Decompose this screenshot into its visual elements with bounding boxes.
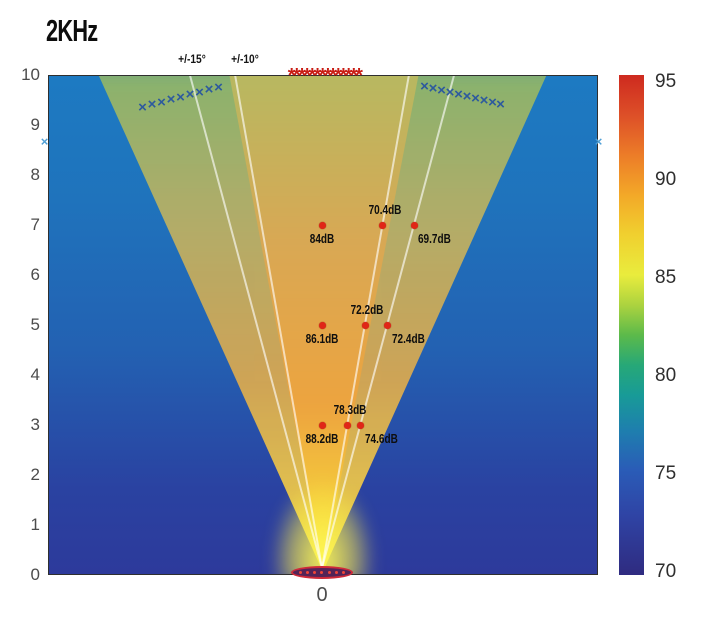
x-marker: ×	[471, 90, 480, 107]
spl-point-label: 84dB	[309, 232, 335, 246]
x-marker: ×	[437, 82, 446, 99]
x-marker: ×	[420, 78, 429, 95]
y-tick-label: 0	[30, 565, 40, 584]
x-marker: ×	[195, 83, 204, 101]
x-marker: ×	[204, 81, 214, 98]
spl-point-dot	[384, 321, 392, 329]
y-tick-label: 6	[30, 265, 40, 284]
spl-point-label: 88.2dB	[305, 432, 339, 446]
y-tick-label: 3	[30, 415, 40, 434]
x-marker: ×	[157, 93, 166, 111]
colorbar-tick-label: 70	[655, 561, 677, 582]
x-marker: ×	[428, 80, 438, 97]
angle-label: +/-15°	[178, 52, 206, 66]
y-tick-label: 5	[30, 315, 40, 334]
x-marker: ×	[214, 78, 223, 96]
speaker-array-dot	[334, 571, 338, 574]
speaker-array-dot	[320, 571, 324, 574]
y-tick-label: 8	[30, 165, 40, 184]
colorbar-tick-label: 95	[655, 71, 677, 92]
x-tick-label: 0	[316, 584, 328, 606]
spl-point-label: 74.6dB	[364, 432, 398, 446]
spl-point-dot	[318, 321, 326, 329]
x-marker: ×	[166, 91, 176, 108]
x-marker: ×	[185, 86, 195, 103]
colorbar-tick-label: 85	[655, 267, 677, 288]
spl-point-label: 72.2dB	[350, 303, 384, 317]
y-tick-label: 9	[30, 115, 40, 134]
x-marker: ×	[479, 92, 489, 109]
spl-point-label: 72.4dB	[391, 332, 425, 346]
chart-title: 2KHz	[46, 13, 98, 48]
x-marker: ×	[488, 94, 497, 111]
y-tick-label: 7	[30, 215, 40, 234]
spl-point-dot	[344, 421, 352, 429]
x-marker: ×	[40, 134, 49, 149]
plot-area	[48, 75, 598, 575]
x-marker: ×	[462, 88, 472, 105]
speaker-array-dot	[313, 571, 317, 574]
spl-point-label: 69.7dB	[418, 232, 452, 246]
colorbar-tick-label: 90	[655, 169, 677, 190]
speaker-array-dot	[299, 571, 303, 574]
angle-label: +/-10°	[231, 52, 259, 66]
speaker-array-dot	[327, 571, 331, 574]
spl-point-dot	[357, 421, 365, 429]
spl-point-dot	[318, 221, 326, 229]
x-marker: ×	[138, 98, 147, 116]
speaker-array-symbol	[291, 566, 353, 579]
y-tick-label: 4	[30, 365, 40, 384]
y-tick-label: 10	[21, 65, 40, 84]
speaker-array-dot	[306, 571, 310, 574]
spl-point-dot	[379, 221, 387, 229]
y-tick-label: 2	[30, 465, 40, 484]
spl-point-dot	[318, 421, 326, 429]
spl-point-label: 78.3dB	[333, 403, 366, 417]
star-marker-row: **************	[287, 65, 363, 87]
spl-point-dot	[361, 321, 369, 329]
x-marker: ×	[445, 84, 455, 101]
colorbar-tick-label: 80	[655, 365, 677, 386]
x-marker: ×	[176, 88, 185, 106]
colorbar	[619, 75, 644, 575]
x-marker: ×	[454, 86, 463, 103]
spl-point-label: 70.4dB	[368, 203, 402, 217]
speaker-array-dot	[341, 571, 345, 574]
x-marker: ×	[594, 134, 603, 149]
spl-point-label: 86.1dB	[305, 332, 339, 346]
y-tick-label: 1	[30, 515, 40, 534]
x-marker: ×	[147, 96, 157, 113]
colorbar-tick-label: 75	[655, 463, 677, 484]
x-marker: ×	[496, 96, 505, 113]
spl-point-dot	[410, 221, 418, 229]
